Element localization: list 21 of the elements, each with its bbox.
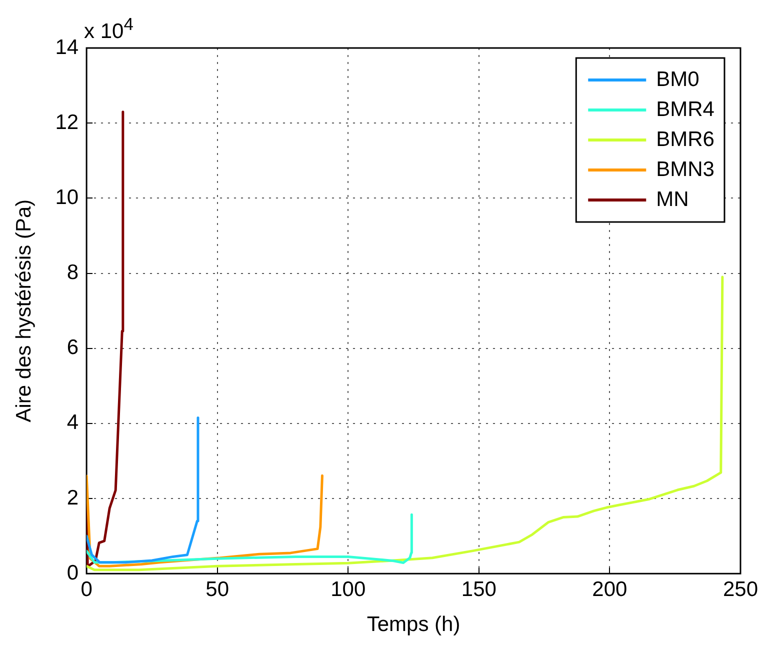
legend-label: BMR6 [656, 128, 714, 151]
y-tick-label: 4 [66, 411, 79, 434]
x-tick-label: 250 [722, 578, 758, 601]
x-tick-label: 100 [330, 578, 366, 601]
y-tick-label: 6 [66, 336, 79, 360]
y-axis-title: Aire des hystérésis (Pa) [12, 199, 36, 422]
y-tick-label: 12 [55, 110, 79, 134]
legend-label: BMN3 [656, 158, 714, 181]
y-tick-label: 2 [66, 486, 79, 510]
y-tick-label: 8 [66, 261, 79, 284]
x-tick-label: 150 [461, 578, 496, 601]
text: x 10$^{4}$ [84, 14, 134, 44]
y-tick-label: 14 [55, 36, 79, 59]
y-tick-label: 10 [55, 186, 79, 209]
x-tick-label: 50 [206, 578, 230, 601]
x-axis-title: Temps (h) [366, 613, 460, 636]
legend-label: MN [656, 188, 689, 211]
legend-label: BMR4 [656, 98, 715, 121]
x-tick-label: 200 [592, 578, 628, 601]
legend-label: BM0 [656, 68, 700, 91]
y-tick-label: 0 [66, 561, 79, 584]
